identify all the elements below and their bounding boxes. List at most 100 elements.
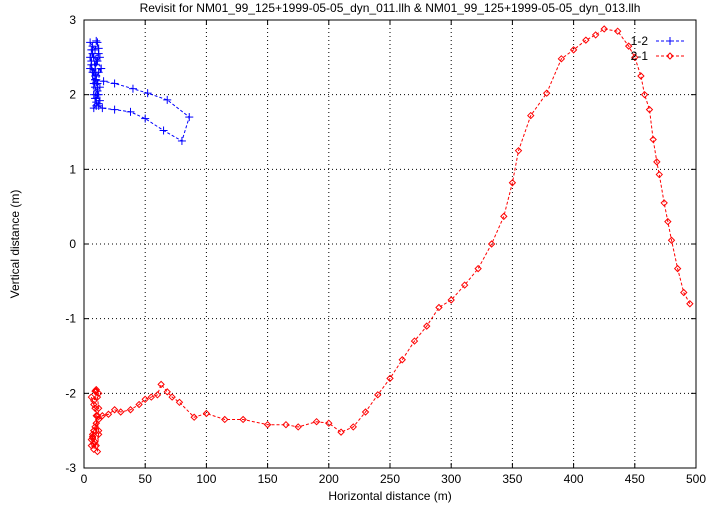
series-line-2-1 <box>90 28 691 454</box>
data-point <box>159 126 168 135</box>
data-point <box>128 84 137 93</box>
plot-frame <box>83 19 697 469</box>
data-point <box>90 426 98 435</box>
data-point <box>185 113 194 122</box>
data-point <box>97 64 106 73</box>
data-point <box>435 303 443 312</box>
data-point <box>168 393 176 401</box>
x-tick-label: 150 <box>258 472 278 486</box>
data-point <box>557 55 566 63</box>
data-point <box>90 397 98 405</box>
series-1-2 <box>86 36 194 145</box>
data-point <box>94 389 103 398</box>
data-point <box>221 415 229 424</box>
data-point <box>386 374 394 383</box>
data-point <box>263 420 272 429</box>
data-point <box>637 72 645 80</box>
data-point <box>110 105 119 114</box>
data-point <box>126 406 135 414</box>
data-point <box>141 114 150 123</box>
data-point <box>294 423 302 431</box>
data-point <box>374 391 382 399</box>
x-tick-label: 350 <box>502 472 522 486</box>
data-point <box>94 430 103 439</box>
data-point <box>624 42 633 50</box>
data-point <box>93 412 102 420</box>
data-point <box>88 432 97 441</box>
data-point <box>613 27 622 35</box>
x-tick-label: 250 <box>380 472 400 486</box>
data-point <box>91 72 100 80</box>
data-point <box>325 419 333 427</box>
data-point <box>410 337 419 345</box>
data-point <box>508 179 517 187</box>
data-point <box>474 264 482 273</box>
data-point <box>157 380 165 389</box>
data-point <box>667 236 676 244</box>
data-point <box>591 31 600 39</box>
data-point <box>423 322 431 330</box>
data-point <box>664 217 672 226</box>
legend-sample-1-2 <box>656 37 684 45</box>
data-point <box>447 296 455 304</box>
data-point <box>89 104 98 113</box>
data-point <box>349 423 357 431</box>
data-point <box>110 79 119 88</box>
x-tick-label: 0 <box>81 472 88 486</box>
x-tick-label: 300 <box>441 472 461 486</box>
data-point <box>104 410 113 418</box>
data-point <box>92 387 100 395</box>
x-tick-label: 200 <box>319 472 339 486</box>
data-point <box>282 420 290 429</box>
data-point <box>86 53 95 62</box>
data-point <box>99 77 108 86</box>
data-point <box>398 356 406 364</box>
data-point <box>147 393 156 401</box>
y-tick-label: 3 <box>69 13 76 27</box>
legend: 1-2 2-1 <box>631 34 684 63</box>
y-tick-label: 2 <box>69 88 76 102</box>
data-point <box>90 400 98 409</box>
data-point <box>645 105 654 114</box>
data-point <box>141 395 149 404</box>
data-point <box>631 53 639 62</box>
chart-title: Revisit for NM01_99_125+1999-05-05_dyn_0… <box>140 1 641 15</box>
data-point <box>542 89 551 97</box>
y-tick-label: -3 <box>65 461 76 475</box>
data-point <box>92 36 101 45</box>
data-point <box>487 240 496 248</box>
data-point <box>686 300 694 308</box>
data-point <box>93 86 102 95</box>
data-point <box>94 404 103 412</box>
data-point <box>337 428 345 436</box>
data-point <box>92 419 100 427</box>
data-point <box>90 440 98 448</box>
data-point <box>569 46 578 54</box>
data-point <box>673 264 682 273</box>
data-point <box>460 281 469 289</box>
series-2-1 <box>87 25 694 456</box>
x-tick-label: 500 <box>686 472 706 486</box>
data-point <box>655 170 663 179</box>
data-point <box>527 111 535 120</box>
data-point <box>163 388 171 396</box>
data-point <box>93 38 102 47</box>
legend-marker <box>666 52 674 60</box>
data-point <box>92 412 100 420</box>
y-tick-label: 0 <box>69 237 76 251</box>
y-tick-label: -2 <box>65 386 76 400</box>
data-point <box>177 136 186 145</box>
data-point <box>110 406 119 414</box>
data-point <box>94 44 103 53</box>
x-tick-label: 50 <box>139 472 153 486</box>
data-point <box>93 447 102 456</box>
x-tick-label: 400 <box>564 472 584 486</box>
data-point <box>98 412 107 420</box>
data-point <box>135 400 143 409</box>
data-point <box>239 415 247 424</box>
legend-label-1-2: 1-2 <box>631 34 649 48</box>
data-point <box>98 104 107 113</box>
tick-labels: 0 50 100 150 200 250 300 350 400 450 500 -3 -2 -1 0 1 2 3 <box>65 13 706 486</box>
data-point <box>88 45 97 54</box>
